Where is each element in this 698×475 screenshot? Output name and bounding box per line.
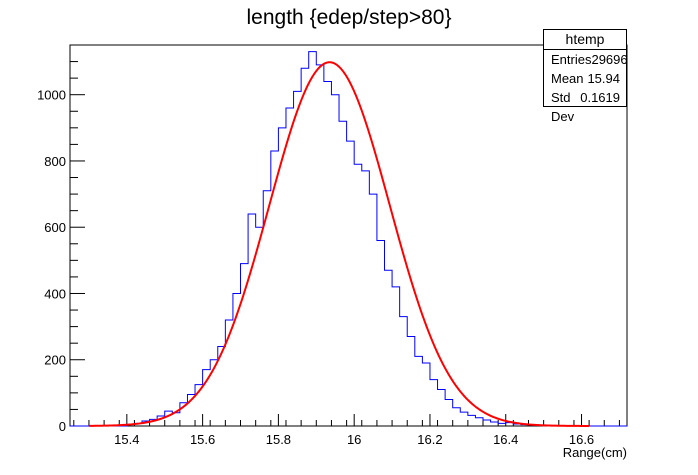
x-tick-label: 16.2 — [417, 432, 442, 447]
x-tick-label: 15.8 — [266, 432, 291, 447]
y-tick-label: 600 — [44, 220, 66, 235]
y-tick-labels: 0 200 400 600 800 1000 — [37, 88, 66, 434]
y-tick-label: 1000 — [37, 88, 66, 103]
stats-value: 0.1619 — [580, 90, 620, 105]
stats-label: Std Dev — [551, 90, 575, 124]
chart-title: length {edep/step>80} — [247, 6, 452, 29]
y-tick-label: 200 — [44, 353, 66, 368]
stats-label: Mean — [551, 71, 584, 86]
stats-label: Entries — [551, 52, 592, 67]
x-tick-labels: 15.4 15.6 15.8 16 16.2 16.4 16.6 — [114, 432, 594, 447]
histogram-series — [70, 51, 627, 427]
stats-value: 15.94 — [587, 71, 620, 86]
x-tick-label: 16 — [347, 432, 361, 447]
y-tick-label: 800 — [44, 154, 66, 169]
gaussian-fit-curve — [88, 61, 590, 427]
plot-frame — [69, 44, 628, 427]
axis-ticks — [70, 44, 620, 427]
stats-box: htemp Entries 29696 Mean 15.94 Std Dev 0… — [543, 29, 628, 124]
stats-title: htemp — [544, 30, 626, 50]
x-tick-label: 15.6 — [190, 432, 215, 447]
stats-row-entries: Entries 29696 — [544, 50, 628, 69]
stats-row-stddev: Std Dev 0.1619 — [544, 88, 626, 124]
x-tick-label: 16.6 — [569, 432, 594, 447]
stats-value: 29696 — [591, 52, 628, 67]
x-axis-label: Range(cm) — [563, 445, 627, 460]
y-tick-label: 400 — [44, 286, 66, 301]
y-tick-label: 0 — [59, 419, 66, 434]
x-tick-label: 15.4 — [114, 432, 139, 447]
stats-row-mean: Mean 15.94 — [544, 69, 626, 88]
x-tick-label: 16.4 — [493, 432, 518, 447]
